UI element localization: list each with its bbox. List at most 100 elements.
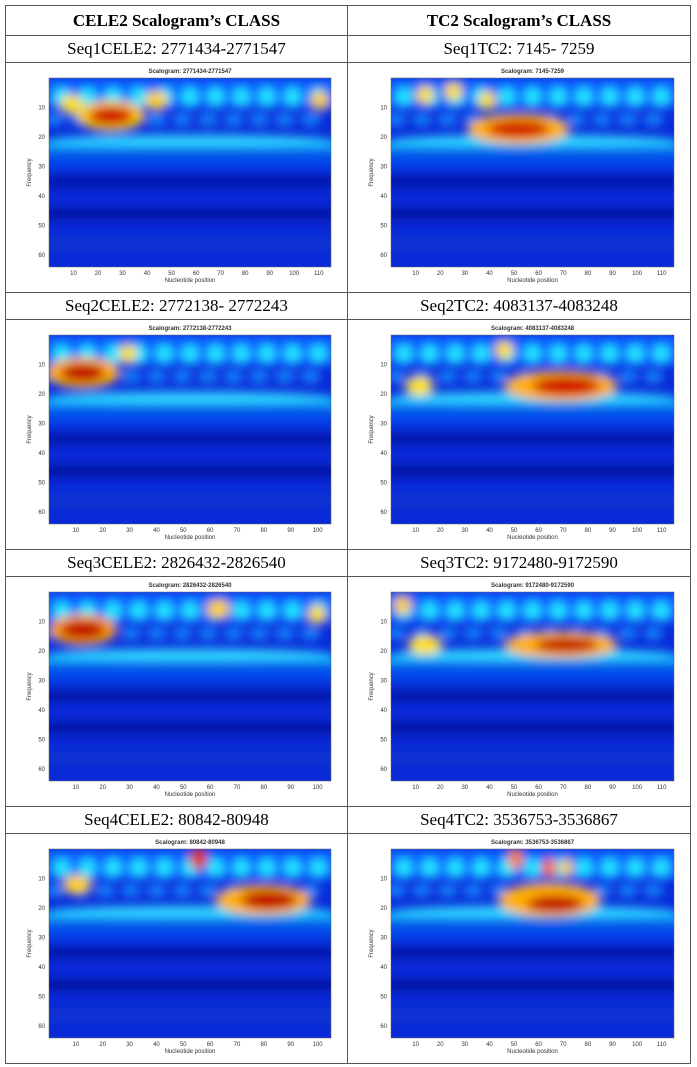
sequence-label: Seq2CELE2: 2772138- 2772243	[5, 292, 348, 320]
x-tick-label: 100	[632, 528, 643, 534]
heatmap	[48, 334, 331, 524]
x-axis-label: Nucleotide position	[507, 278, 558, 284]
y-tick-label: 10	[38, 105, 45, 111]
x-tick-label: 70	[233, 785, 240, 791]
plot-title: Scalogram: 2771434-2771547	[148, 69, 232, 75]
scalogram: Scalogram: 2771434-2771547 10 20 30 40 50 60 10…	[27, 69, 331, 284]
y-tick-label: 50	[380, 223, 387, 229]
x-axis-label: Nucleotide position	[164, 792, 215, 798]
y-axis-label: Frequency	[369, 415, 375, 443]
scalogram-cell: Scalogram: 2772138-2772243 10 20 30 40 50 60 10…	[5, 319, 348, 550]
x-tick-label: 110	[656, 1042, 666, 1048]
x-tick-label: 70	[217, 271, 224, 277]
y-tick-label: 20	[38, 135, 45, 141]
y-tick-label: 30	[38, 935, 45, 941]
x-tick-label: 10	[412, 1042, 419, 1048]
y-tick-label: 20	[380, 906, 387, 912]
x-tick-label: 30	[126, 785, 133, 791]
x-tick-label: 90	[609, 271, 616, 277]
x-tick-label: 100	[312, 1042, 323, 1048]
y-axis-label: Frequency	[369, 158, 375, 186]
y-axis-label: Frequency	[369, 672, 375, 700]
x-tick-label: 30	[461, 785, 468, 791]
plot-title: Scalogram: 3536753-3536867	[490, 840, 574, 846]
sequence-label: Seq4TC2: 3536753-3536867	[347, 806, 691, 834]
x-tick-label: 70	[559, 271, 566, 277]
scalogram-cell: Scalogram: 4083137-4083248 10 20 30 40 50 60 10…	[347, 319, 691, 550]
x-tick-label: 100	[632, 1042, 643, 1048]
x-tick-label: 50	[179, 785, 186, 791]
x-tick-label: 20	[94, 271, 101, 277]
x-tick-label: 80	[260, 528, 267, 534]
x-tick-label: 100	[312, 528, 323, 534]
x-tick-label: 40	[143, 271, 150, 277]
x-tick-label: 30	[461, 1042, 468, 1048]
x-tick-label: 60	[535, 271, 542, 277]
x-axis-label: Nucleotide position	[507, 535, 558, 541]
y-tick-label: 60	[38, 1024, 45, 1030]
y-tick-label: 40	[38, 965, 45, 971]
x-tick-label: 80	[584, 271, 591, 277]
x-tick-label: 10	[412, 528, 419, 534]
x-tick-label: 110	[656, 785, 666, 791]
x-tick-label: 50	[179, 528, 186, 534]
heatmap	[390, 334, 674, 524]
x-tick-label: 20	[436, 785, 443, 791]
plot-frame	[390, 77, 674, 267]
x-tick-label: 40	[153, 528, 160, 534]
x-tick-label: 100	[632, 785, 643, 791]
x-tick-label: 10	[70, 271, 77, 277]
y-tick-label: 40	[38, 451, 45, 457]
x-tick-label: 40	[153, 1042, 160, 1048]
y-tick-label: 40	[38, 708, 45, 714]
heatmap	[48, 591, 331, 781]
y-tick-label: 60	[380, 253, 387, 259]
y-tick-label: 40	[380, 194, 387, 200]
y-tick-label: 20	[380, 135, 387, 141]
y-tick-label: 10	[380, 876, 387, 882]
heatmap	[48, 848, 331, 1038]
y-tick-label: 20	[38, 392, 45, 398]
x-tick-label: 80	[584, 1042, 591, 1048]
x-axis-label: Nucleotide position	[507, 1049, 558, 1055]
y-axis-label: Frequency	[369, 929, 375, 957]
x-tick-label: 50	[168, 271, 175, 277]
scalogram: Scalogram: 3536753-3536867 10 20 30 40 50 60 10…	[369, 840, 674, 1055]
x-tick-label: 20	[436, 528, 443, 534]
y-axis-label: Frequency	[27, 415, 33, 443]
y-tick-label: 10	[38, 362, 45, 368]
x-tick-label: 40	[486, 528, 493, 534]
x-tick-label: 60	[192, 271, 199, 277]
x-axis-label: Nucleotide position	[164, 535, 215, 541]
y-tick-label: 10	[380, 362, 387, 368]
x-tick-label: 50	[510, 271, 517, 277]
x-tick-label: 30	[126, 1042, 133, 1048]
plot-frame	[390, 848, 674, 1038]
heatmap	[390, 77, 674, 267]
y-tick-label: 30	[38, 678, 45, 684]
y-tick-label: 40	[380, 708, 387, 714]
sequence-label: Seq1TC2: 7145- 7259	[347, 35, 691, 63]
y-tick-label: 30	[380, 678, 387, 684]
plot-title: Scalogram: 4083137-4083248	[490, 326, 574, 332]
y-tick-label: 60	[380, 767, 387, 773]
x-tick-label: 60	[535, 785, 542, 791]
plot-frame	[48, 848, 331, 1038]
plot-frame	[48, 77, 331, 267]
y-tick-label: 30	[38, 421, 45, 427]
x-tick-label: 30	[119, 271, 126, 277]
x-tick-label: 40	[486, 1042, 493, 1048]
x-tick-label: 80	[260, 785, 267, 791]
x-tick-label: 10	[412, 271, 419, 277]
x-tick-label: 40	[486, 271, 493, 277]
x-tick-label: 100	[312, 785, 323, 791]
x-tick-label: 110	[656, 528, 666, 534]
x-tick-label: 30	[126, 528, 133, 534]
y-tick-label: 50	[38, 223, 45, 229]
x-tick-label: 70	[559, 785, 566, 791]
plot-frame	[48, 334, 331, 524]
x-tick-label: 50	[179, 1042, 186, 1048]
plot-title: Scalogram: 80842-80948	[155, 840, 225, 846]
scalogram-cell: Scalogram: 80842-80948 10 20 30 40 50 60 10 20 30…	[5, 833, 348, 1064]
plot-title: Scalogram: 9172480-9172590	[490, 583, 574, 589]
